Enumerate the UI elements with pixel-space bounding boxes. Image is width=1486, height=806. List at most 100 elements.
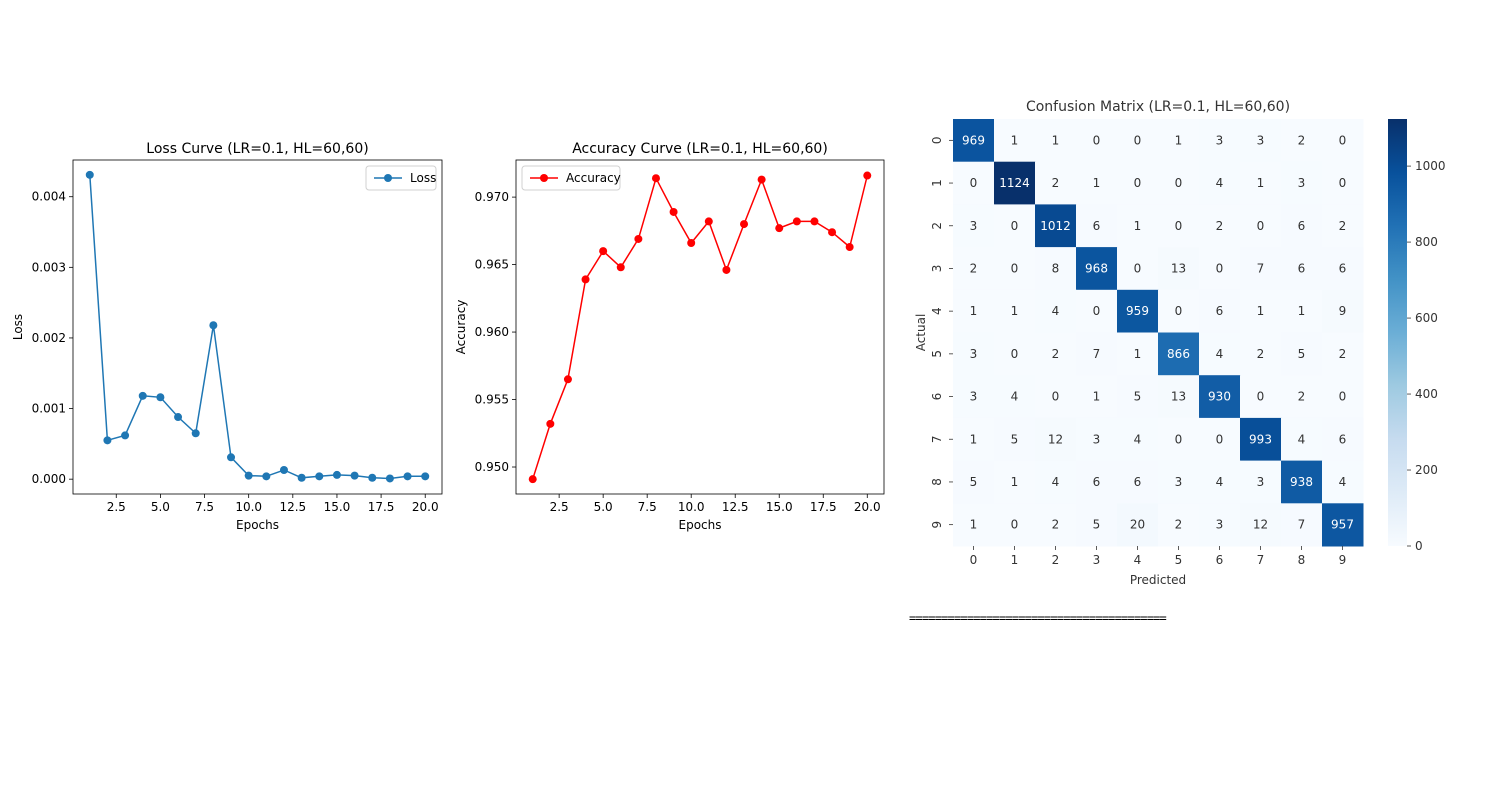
- heatmap-cell: [953, 503, 995, 547]
- cell-value-label: 3: [1216, 133, 1224, 147]
- heatmap-cell: [994, 204, 1036, 248]
- cell-value-label: 3: [1216, 518, 1224, 532]
- x-tick-label: 7.5: [638, 500, 657, 514]
- y-tick-label: 6: [930, 393, 944, 401]
- legend-swatch-marker: [384, 174, 392, 182]
- cell-value-label: 0: [1339, 133, 1347, 147]
- data-point: [262, 472, 271, 481]
- cell-value-label: 2: [1257, 347, 1265, 361]
- y-tick-label: 0.001: [32, 402, 66, 416]
- data-point: [740, 220, 749, 229]
- data-point: [297, 473, 306, 482]
- data-point: [368, 473, 377, 482]
- heatmap-cell: [994, 119, 1036, 163]
- colorbar-tick-label: 800: [1415, 235, 1438, 249]
- heatmap-cell: [994, 375, 1036, 419]
- x-tick-label: 5: [1175, 553, 1183, 567]
- x-tick-label: 20.0: [412, 500, 439, 514]
- heatmap-cell: [994, 332, 1036, 376]
- y-tick-label: 0.950: [475, 460, 509, 474]
- data-point: [634, 234, 643, 243]
- cell-value-label: 0: [1257, 390, 1265, 404]
- cell-value-label: 0: [1175, 176, 1183, 190]
- cell-value-label: 1: [970, 304, 978, 318]
- data-point: [85, 170, 94, 179]
- cell-value-label: 2: [1052, 518, 1060, 532]
- cell-value-label: 6: [1134, 475, 1142, 489]
- y-tick-label: 0.960: [475, 325, 509, 339]
- heatmap-cell: [1035, 119, 1077, 163]
- heatmap-cell: [1199, 503, 1241, 547]
- cell-value-label: 1: [1093, 176, 1101, 190]
- cell-value-label: 1: [1011, 133, 1019, 147]
- y-tick-label: 1: [930, 179, 944, 187]
- cell-value-label: 4: [1298, 432, 1306, 446]
- heatmap-cell: [1322, 460, 1364, 504]
- cell-value-label: 3: [1175, 475, 1183, 489]
- heatmap-cell: [1199, 460, 1241, 504]
- heatmap-cell: [953, 204, 995, 248]
- x-tick-label: 0: [970, 553, 978, 567]
- heatmap-cell: [1035, 204, 1077, 248]
- data-point: [722, 265, 731, 274]
- cell-value-label: 2: [1298, 133, 1306, 147]
- heatmap-cell: [1035, 289, 1077, 333]
- y-axis-label: Accuracy: [454, 300, 468, 355]
- cell-value-label: 1: [1093, 390, 1101, 404]
- cell-value-label: 6: [1298, 261, 1306, 275]
- y-tick-label: 0.004: [32, 190, 66, 204]
- x-tick-label: 2.5: [107, 500, 126, 514]
- cell-value-label: 1: [970, 518, 978, 532]
- cell-value-label: 866: [1167, 347, 1190, 361]
- x-axis-label: Predicted: [1130, 573, 1186, 587]
- y-tick-label: 8: [930, 478, 944, 486]
- cell-value-label: 9: [1339, 304, 1347, 318]
- cell-value-label: 0: [1175, 304, 1183, 318]
- cell-value-label: 4: [1052, 304, 1060, 318]
- data-point: [138, 391, 147, 400]
- cell-value-label: 1: [1175, 133, 1183, 147]
- cell-value-label: 0: [970, 176, 978, 190]
- heatmap-cell: [1117, 119, 1159, 163]
- legend-label: Accuracy: [566, 171, 621, 185]
- cell-value-label: 0: [1093, 133, 1101, 147]
- heatmap-cell: [1240, 247, 1282, 291]
- cell-value-label: 7: [1298, 518, 1306, 532]
- cell-value-label: 938: [1290, 475, 1313, 489]
- cell-value-label: 0: [1339, 390, 1347, 404]
- cell-value-label: 4: [1339, 475, 1347, 489]
- heatmap-cell: [1117, 289, 1159, 333]
- cell-value-label: 4: [1216, 475, 1224, 489]
- x-tick-label: 1: [1011, 553, 1019, 567]
- cell-value-label: 1: [1257, 176, 1265, 190]
- cell-value-label: 3: [1257, 133, 1265, 147]
- x-tick-label: 5.0: [151, 500, 170, 514]
- cell-value-label: 969: [962, 133, 985, 147]
- heatmap-cell: [1199, 204, 1241, 248]
- data-point: [244, 471, 253, 480]
- heatmap-cell: [994, 289, 1036, 333]
- cell-value-label: 2: [1339, 347, 1347, 361]
- data-point: [687, 238, 696, 247]
- heatmap-cell: [1281, 417, 1323, 462]
- cell-value-label: 6: [1298, 219, 1306, 233]
- data-point: [315, 472, 324, 481]
- cell-value-label: 4: [1134, 432, 1142, 446]
- heatmap-cell: [1076, 119, 1118, 163]
- x-tick-label: 4: [1134, 553, 1142, 567]
- y-tick-label: 0.000: [32, 472, 66, 486]
- heatmap-cell: [1322, 204, 1364, 248]
- heatmap-cell: [1240, 204, 1282, 248]
- cell-value-label: 930: [1208, 390, 1231, 404]
- heatmap-cell: [1117, 161, 1159, 205]
- cell-value-label: 20: [1130, 518, 1145, 532]
- cell-value-label: 0: [1216, 432, 1224, 446]
- data-point: [845, 243, 854, 252]
- confusion-matrix: Confusion Matrix (LR=0.1, HL=60,60)969 1 1…: [914, 99, 1446, 587]
- cell-value-label: 1: [1298, 304, 1306, 318]
- x-tick-label: 15.0: [766, 500, 793, 514]
- cell-value-label: 1: [1257, 304, 1265, 318]
- cell-value-label: 4: [1216, 347, 1224, 361]
- y-tick-label: 9: [930, 521, 944, 529]
- chart-title: Loss Curve (LR=0.1, HL=60,60): [146, 141, 368, 157]
